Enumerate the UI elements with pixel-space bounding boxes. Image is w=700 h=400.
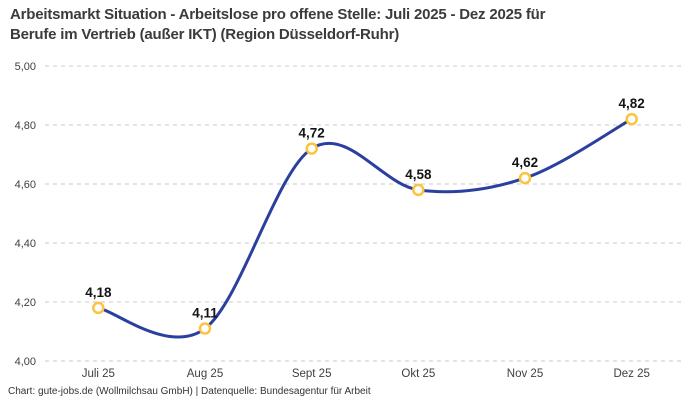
y-axis-tick-label: 4,60 [15,179,36,191]
data-point-label: 4,18 [85,285,112,300]
x-axis-tick-label: Aug 25 [187,368,223,380]
data-point-marker [412,183,425,197]
data-point-marker [305,142,318,155]
chart-source-attribution: Chart: gute-jobs.de (Wollmilchsau GmbH) … [8,386,371,397]
data-point-label: 4,82 [619,96,645,111]
chart-title-line-1: Arbeitsmarkt Situation - Arbeitslose pro… [10,6,546,23]
data-point-marker [92,301,105,315]
data-point-label: 4,62 [512,155,538,170]
y-axis-tick-label: 4,40 [15,238,36,250]
x-axis-tick-label: Sept 25 [292,368,332,380]
data-point-label: 4,11 [192,306,218,321]
chart-title: Arbeitsmarkt Situation - Arbeitslose pro… [10,5,694,45]
x-axis-tick-label: Dez 25 [613,368,649,380]
y-axis-tick-label: 4,00 [15,356,36,368]
y-axis-tick-label: 4,80 [15,120,36,132]
x-axis-tick-label: Nov 25 [507,368,543,380]
x-axis-tick-label: Juli 25 [82,368,115,380]
x-axis-tick-label: Okt 25 [401,368,435,380]
data-point-label: 4,72 [299,126,325,141]
data-point-marker [625,112,638,126]
y-axis-tick-label: 4,20 [15,297,36,309]
data-point-marker [518,171,532,185]
data-point-label: 4,58 [405,167,432,182]
chart-title-line-2: Berufe im Vertrieb (außer IKT) (Region D… [10,26,400,43]
y-axis-tick-label: 5,00 [15,61,36,73]
series-line [96,117,634,339]
data-point-marker [198,322,212,335]
